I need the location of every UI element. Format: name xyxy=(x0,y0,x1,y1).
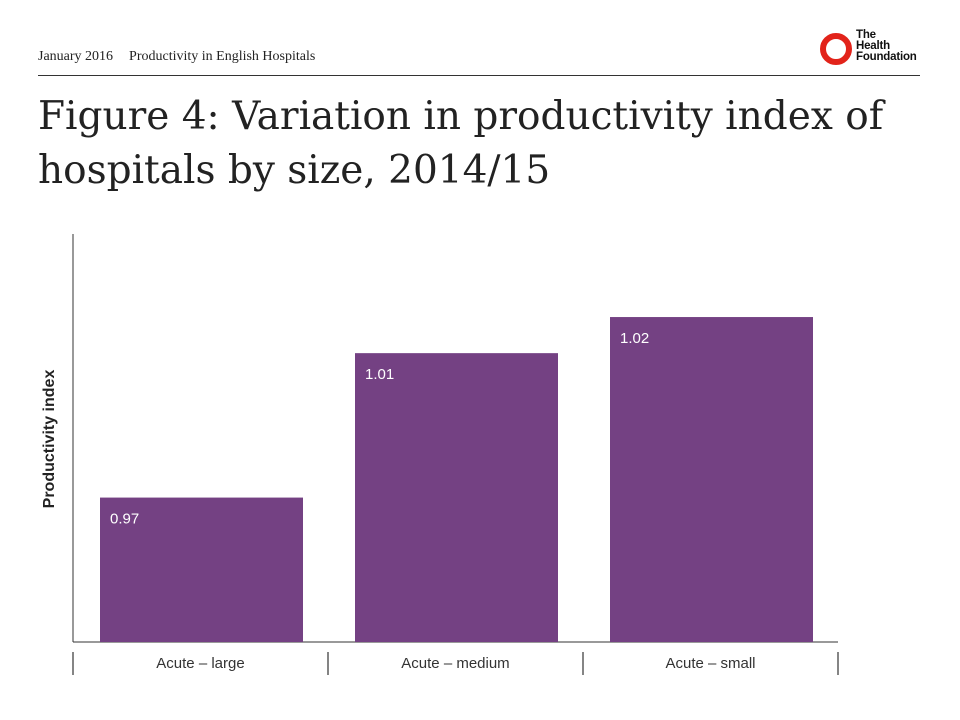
logo-text: The Health Foundation xyxy=(856,29,917,63)
bar-value-label-1: 0.97 xyxy=(110,511,139,528)
bar-1 xyxy=(100,497,303,642)
figure-title: Figure 4: Variation in productivity inde… xyxy=(38,94,884,193)
category-label-2: Acute – medium xyxy=(401,655,509,672)
health-foundation-logo: The Health Foundation xyxy=(820,29,924,68)
header-meta: January 2016 Productivity in English Hosp… xyxy=(38,49,315,65)
header-divider xyxy=(38,75,920,76)
bar-2 xyxy=(355,353,558,642)
logo-line-3: Foundation xyxy=(856,51,917,63)
logo-line-1: The xyxy=(856,29,876,41)
logo-ring-icon xyxy=(820,33,852,65)
header-date: January 2016 xyxy=(38,49,114,64)
bar-3 xyxy=(610,317,813,642)
header-doc-title: Productivity in English Hospitals xyxy=(129,49,316,64)
y-axis-label: Productivity index xyxy=(41,370,58,509)
bar-chart: 0.97 Acute – large 1.01 Acute – medium 1.02 A… xyxy=(41,234,839,675)
bar-value-label-3: 1.02 xyxy=(620,330,649,347)
bar-value-label-2: 1.01 xyxy=(365,366,394,383)
category-label-1: Acute – large xyxy=(156,655,244,672)
logo-line-2: Health xyxy=(856,40,890,52)
category-label-3: Acute – small xyxy=(665,655,755,672)
